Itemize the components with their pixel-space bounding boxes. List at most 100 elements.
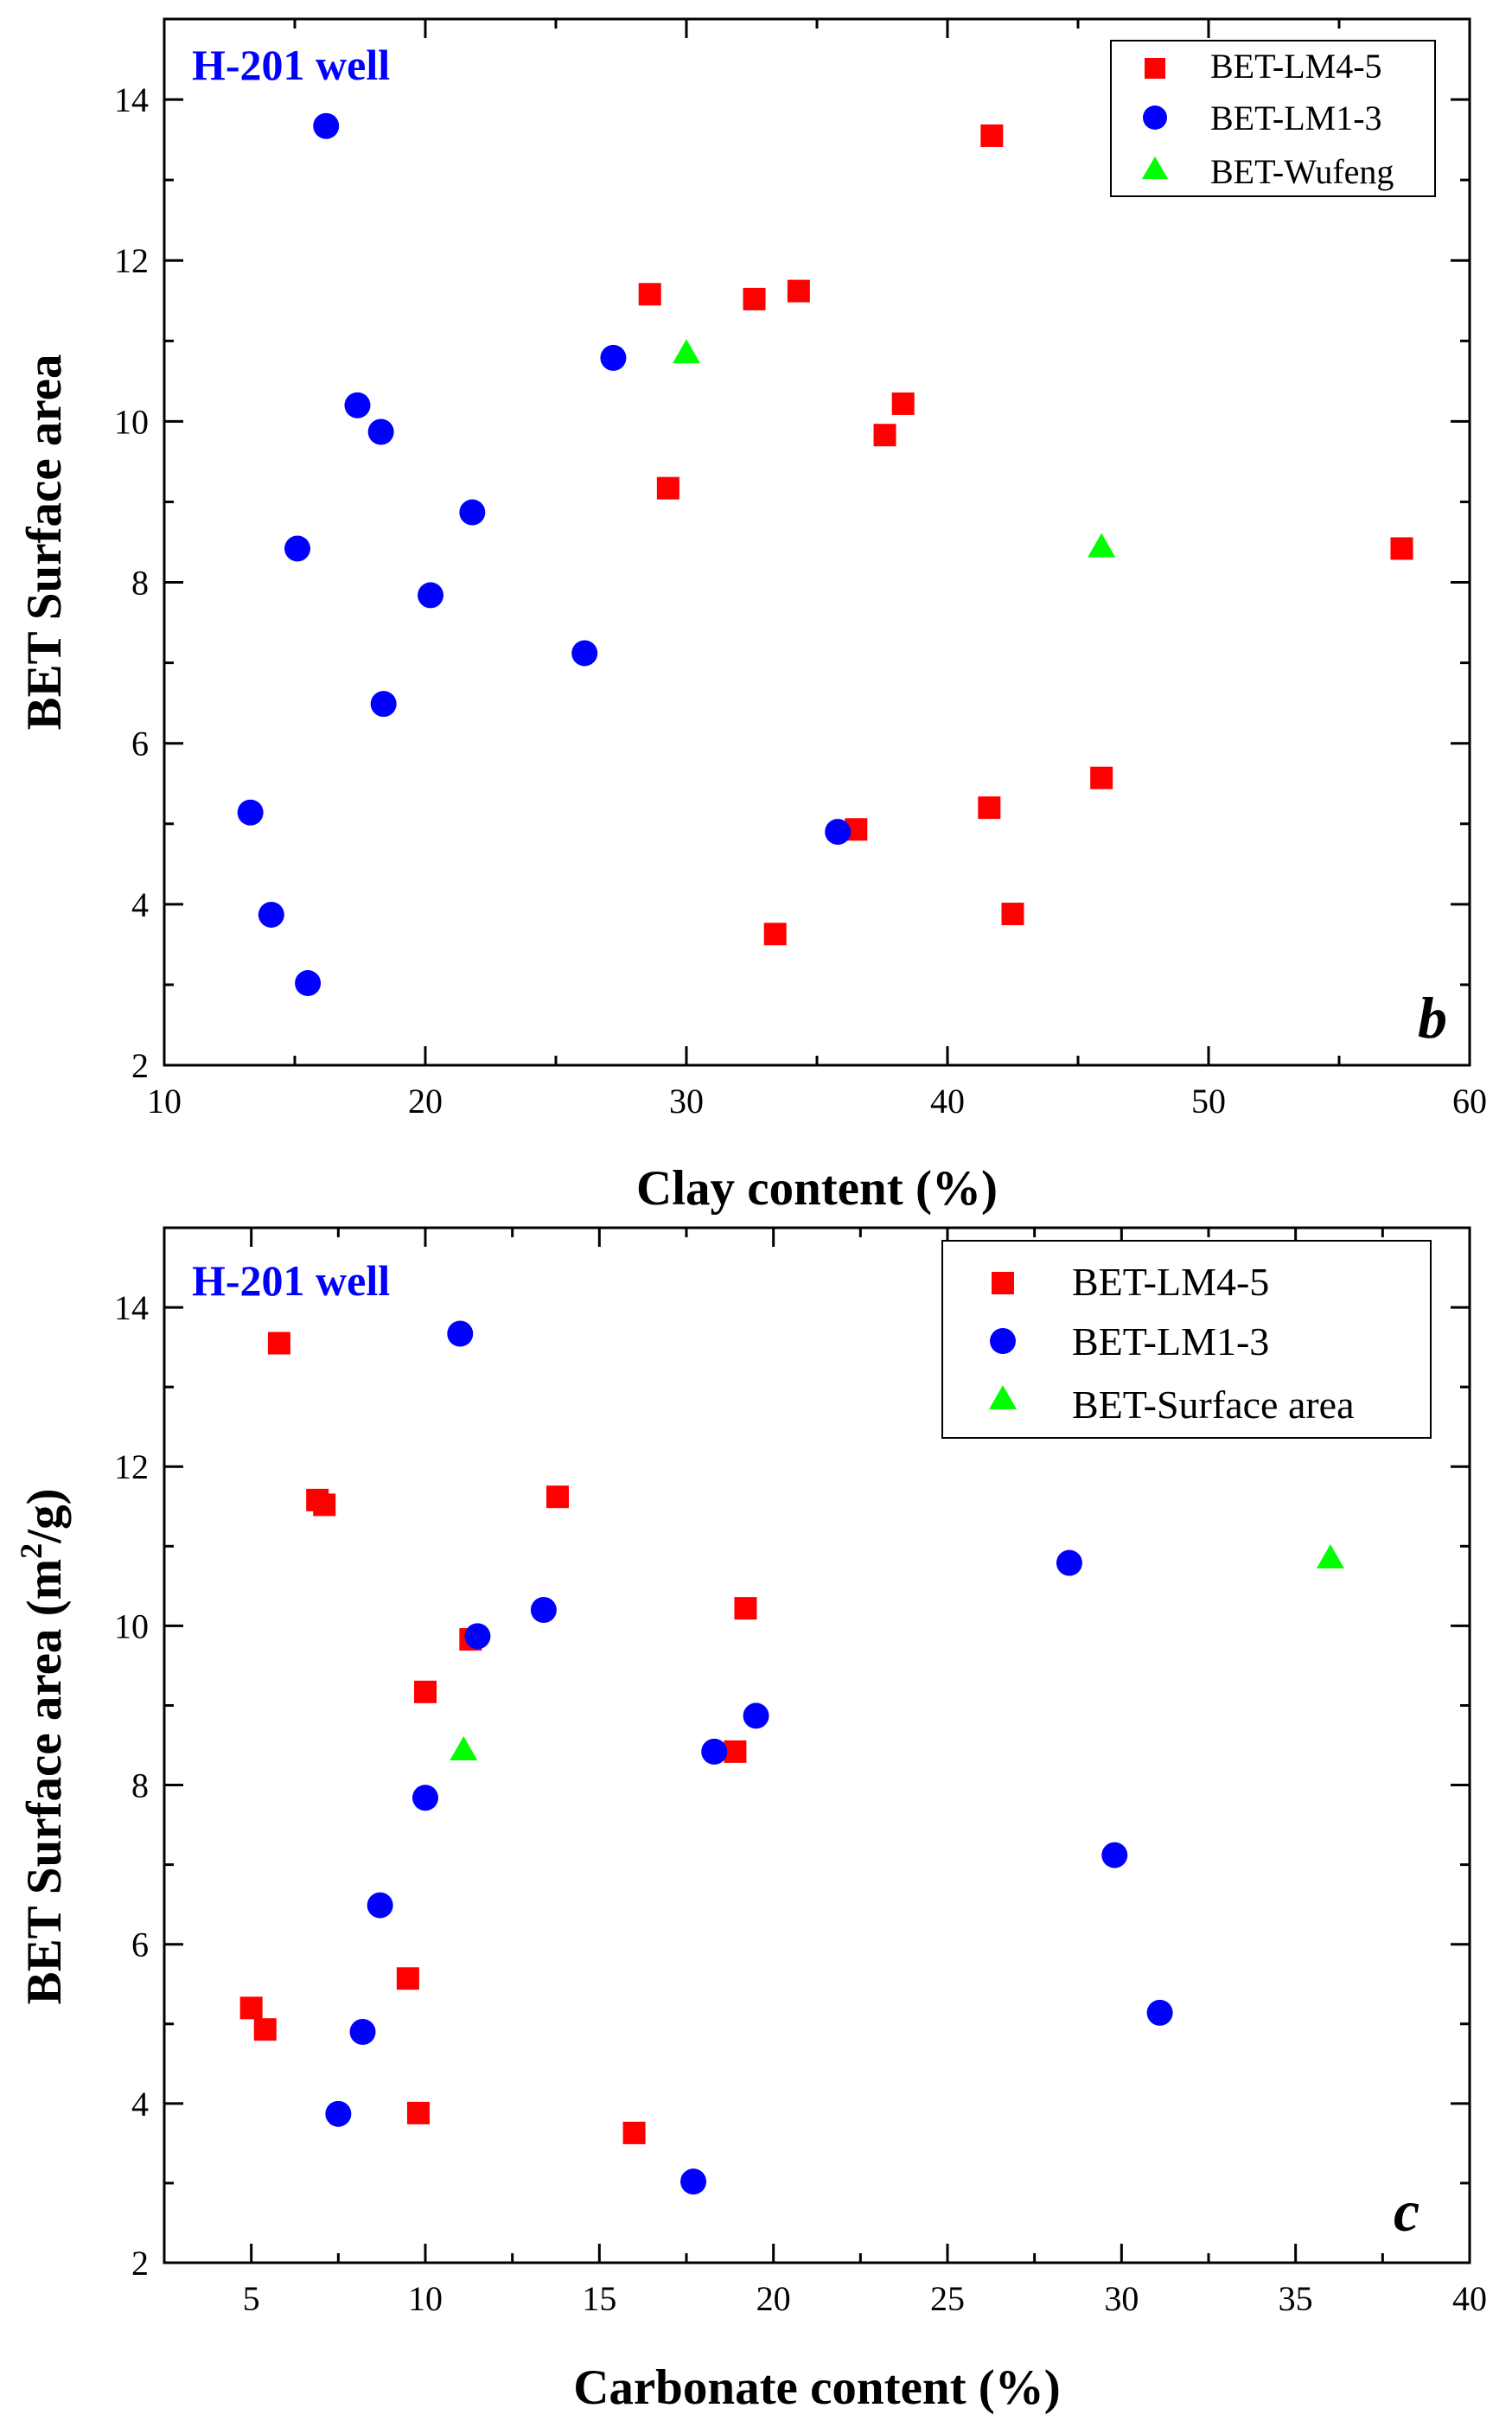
legend-marker-wufeng-b [1142, 156, 1168, 179]
point-bet-lm4-5 [978, 796, 1001, 820]
point-bet-lm1-3 [367, 1892, 393, 1919]
point-bet-lm1-3 [325, 2100, 352, 2127]
x-tick-label: 20 [408, 1082, 443, 1121]
y-tick-label: 6 [131, 725, 149, 763]
x-tick-label: 20 [756, 2279, 791, 2318]
point-bet-lm1-3 [412, 1785, 438, 1811]
point-bet-lm1-3 [418, 582, 444, 609]
legend-frame-c [941, 1240, 1432, 1439]
y-axis-label-c-suffix: /g) [17, 1489, 72, 1544]
point-bet-lm4-5 [891, 392, 915, 415]
y-tick-label: 12 [114, 1447, 149, 1486]
y-tick-label: 14 [114, 80, 149, 119]
y-axis-label-c-superscript: 2 [14, 1543, 48, 1559]
panel-c: 5 10 15 20 25 30 35 40 2 4 6 8 10 12 14 H-201 well c B… [14, 1226, 1487, 2415]
legend-marker-lm45-b [1145, 58, 1165, 79]
axis-ticks-c: 5 10 15 20 25 30 35 40 2 4 6 8 10 12 14 [114, 1228, 1487, 2318]
point-bet-lm1-3 [237, 799, 264, 826]
y-tick-label: 14 [114, 1288, 149, 1327]
y-axis-label-b: BET Surface area [17, 354, 72, 731]
data-points-b [237, 112, 1413, 997]
legend-marker-lm45-c [992, 1272, 1014, 1294]
point-bet-lm1-3 [1146, 1999, 1173, 2026]
y-tick-label: 8 [131, 564, 149, 603]
point-bet-lm4-5 [638, 283, 661, 306]
point-bet-lm1-3 [680, 2168, 707, 2195]
x-axis-label-c: Carbonate content (%) [573, 2360, 1061, 2415]
point-bet-wufeng [673, 339, 700, 364]
legend-label-lm13-b: BET-LM1-3 [1210, 99, 1382, 137]
point-bet-lm1-3 [284, 535, 311, 562]
point-bet-lm4-5 [1390, 537, 1413, 560]
y-tick-label: 10 [114, 1606, 149, 1645]
panel-b: 10 20 30 40 50 60 2 4 6 8 10 12 14 H-201 well b BET-… [17, 17, 1487, 1216]
y-tick-label: 10 [114, 402, 149, 441]
point-bet-lm1-3 [1101, 1842, 1128, 1868]
legend-label-wufeng-b: BET-Wufeng [1210, 152, 1394, 191]
x-tick-label: 30 [1104, 2279, 1139, 2318]
legend-marker-lm13-b [1143, 105, 1167, 130]
well-label-c: H-201 well [192, 1256, 390, 1305]
point-bet-lm4-5 [763, 923, 787, 946]
point-bet-lm4-5 [313, 1493, 336, 1517]
point-bet-lm1-3 [701, 1738, 728, 1765]
y-tick-label: 2 [131, 2244, 149, 2283]
panel-label-b: b [1418, 985, 1447, 1051]
point-bet-lm1-3 [370, 691, 397, 718]
point-bet-lm1-3 [344, 392, 371, 418]
x-axis-label-b: Clay content (%) [636, 1161, 998, 1216]
x-tick-label: 15 [582, 2279, 616, 2318]
legend-label-lm13-c: BET-LM1-3 [1072, 1319, 1269, 1364]
point-bet-lm4-5 [1001, 903, 1024, 926]
point-bet-lm1-3 [743, 1702, 769, 1729]
y-tick-label: 12 [114, 241, 149, 280]
point-bet-lm4-5 [406, 2101, 430, 2124]
point-bet-lm4-5 [267, 1332, 290, 1355]
point-bet-lm4-5 [873, 424, 896, 447]
point-bet-lm1-3 [349, 2018, 376, 2045]
legend-label-lm45-c: BET-LM4-5 [1072, 1260, 1269, 1304]
point-bet-lm4-5 [656, 476, 679, 500]
point-bet-lm4-5 [414, 1680, 437, 1703]
point-bet-lm4-5 [724, 1740, 747, 1763]
x-tick-label: 40 [1452, 2279, 1487, 2318]
point-bet-lm4-5 [622, 2121, 646, 2144]
point-bet-lm4-5 [787, 279, 810, 303]
x-tick-label: 25 [930, 2279, 965, 2318]
point-bet-lm1-3 [530, 1596, 557, 1623]
point-bet-lm1-3 [600, 344, 627, 371]
x-tick-label: 30 [669, 1082, 704, 1121]
point-bet-lm4-5 [239, 1996, 263, 2020]
legend-label-lm45-b: BET-LM4-5 [1210, 47, 1382, 86]
point-bet-lm4-5 [1090, 766, 1113, 789]
x-tick-label: 50 [1191, 1082, 1226, 1121]
legend-c: BET-LM4-5 BET-LM1-3 BET-Surface area [941, 1240, 1432, 1439]
point-bet-wufeng [1088, 533, 1116, 558]
x-tick-label: 60 [1452, 1082, 1487, 1121]
point-bet-lm1-3 [1056, 1549, 1082, 1576]
point-bet-lm1-3 [571, 640, 598, 667]
point-bet-lm1-3 [459, 499, 486, 526]
point-bet-lm1-3 [447, 1320, 474, 1347]
x-tick-label: 5 [243, 2279, 260, 2318]
y-tick-label: 4 [131, 885, 149, 924]
point-bet-lm1-3 [464, 1623, 491, 1650]
point-bet-lm1-3 [367, 418, 394, 445]
y-tick-label: 2 [131, 1046, 149, 1085]
point-bet-lm1-3 [258, 901, 284, 928]
data-points-c [239, 1320, 1344, 2195]
point-bet-lm1-3 [825, 819, 852, 846]
y-tick-label: 6 [131, 1926, 149, 1964]
point-bet-lm4-5 [546, 1485, 570, 1509]
point-bet-lm4-5 [734, 1597, 757, 1620]
x-tick-label: 40 [930, 1082, 965, 1121]
point-bet-surface-area [450, 1735, 478, 1760]
y-axis-label-c: BET Surface area (m2/g) [14, 1489, 72, 2005]
axis-ticks-b: 10 20 30 40 50 60 2 4 6 8 10 12 14 [114, 19, 1487, 1121]
x-tick-label: 10 [408, 2279, 443, 2318]
panel-label-c: c [1394, 2178, 1419, 2244]
point-bet-surface-area [1316, 1544, 1344, 1569]
point-bet-lm4-5 [396, 1967, 419, 1990]
point-bet-lm1-3 [295, 970, 322, 997]
